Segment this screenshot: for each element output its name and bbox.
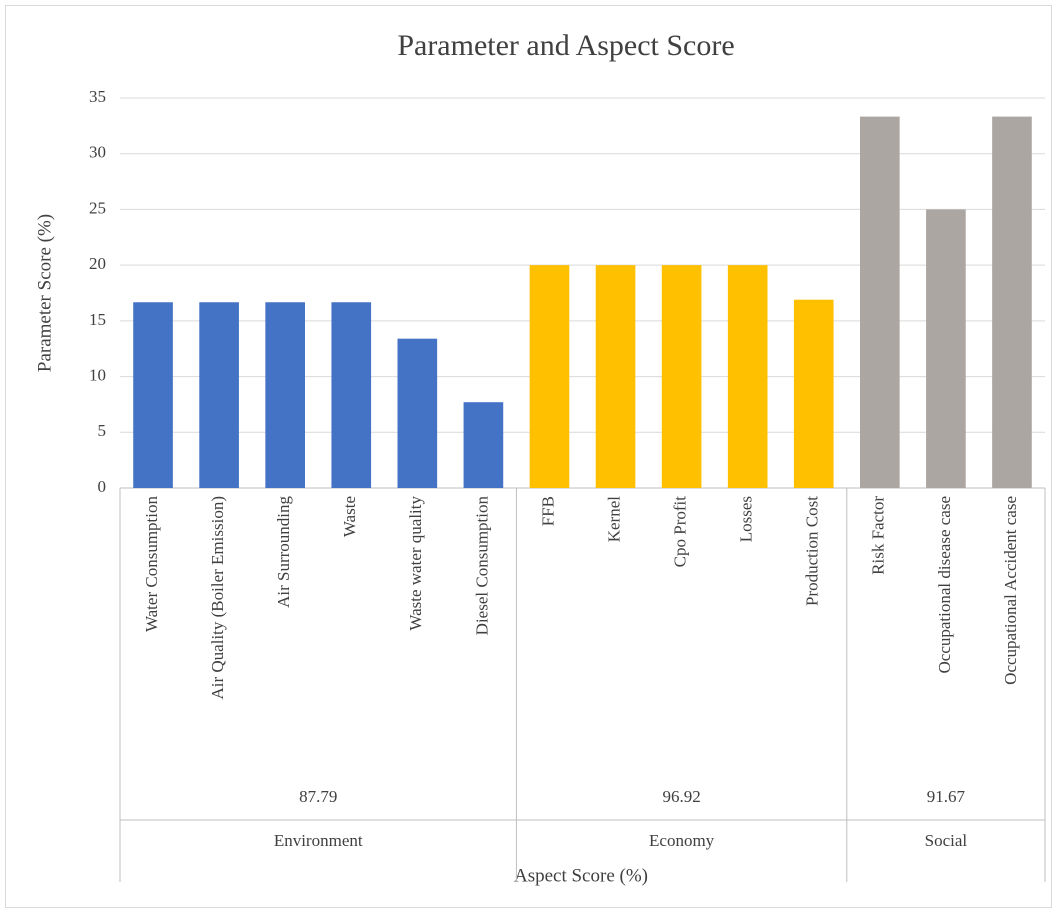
bar — [529, 265, 570, 488]
bar — [199, 302, 239, 488]
bar — [992, 116, 1032, 488]
bar — [397, 338, 438, 488]
x-tick-label: Occupational Accident case — [1001, 496, 1020, 685]
y-tick-label: 35 — [89, 87, 106, 106]
group-score: 96.92 — [662, 787, 700, 806]
bar — [265, 302, 305, 488]
y-tick-label: 30 — [89, 143, 106, 162]
bar — [793, 299, 834, 488]
y-tick-label: 0 — [98, 477, 107, 496]
x-tick-label: Air Surrounding — [274, 496, 293, 608]
y-tick-label: 25 — [89, 198, 106, 217]
x-tick-label: Risk Factor — [869, 496, 888, 575]
x-tick-label: Kernel — [604, 496, 623, 543]
y-tick-label: 10 — [89, 365, 106, 384]
bar — [595, 265, 636, 488]
group-name: Economy — [649, 831, 715, 850]
group-score: 87.79 — [299, 787, 337, 806]
y-axis-title: Parameter Score (%) — [34, 214, 55, 372]
bar — [661, 265, 702, 488]
bar — [727, 265, 768, 488]
x-tick-label: Water Consumption — [142, 496, 161, 633]
x-tick-label: Production Cost — [803, 496, 822, 606]
group-name: Social — [925, 831, 968, 850]
group-name: Environment — [274, 831, 363, 850]
chart-title: Parameter and Aspect Score — [397, 29, 734, 62]
group-score: 91.67 — [927, 787, 966, 806]
bar — [133, 302, 173, 488]
bar — [860, 116, 900, 488]
bar — [463, 402, 504, 488]
x-axis-title: Aspect Score (%) — [514, 865, 648, 886]
bar — [926, 209, 966, 488]
x-tick-label: Occupational disease case — [935, 496, 954, 673]
y-tick-label: 20 — [89, 254, 106, 273]
x-tick-label: Waste — [340, 496, 359, 537]
bar — [331, 302, 372, 488]
x-tick-label: FFB — [538, 496, 557, 526]
y-tick-label: 15 — [89, 310, 106, 329]
x-tick-label: Diesel Consumption — [472, 496, 491, 636]
y-tick-label: 5 — [98, 421, 107, 440]
x-tick-label: Air Quality (Boiler Emission) — [208, 496, 227, 700]
x-tick-label: Losses — [737, 496, 756, 542]
x-tick-label: Waste water quality — [406, 496, 425, 631]
x-tick-label: Cpo Profit — [671, 496, 690, 568]
